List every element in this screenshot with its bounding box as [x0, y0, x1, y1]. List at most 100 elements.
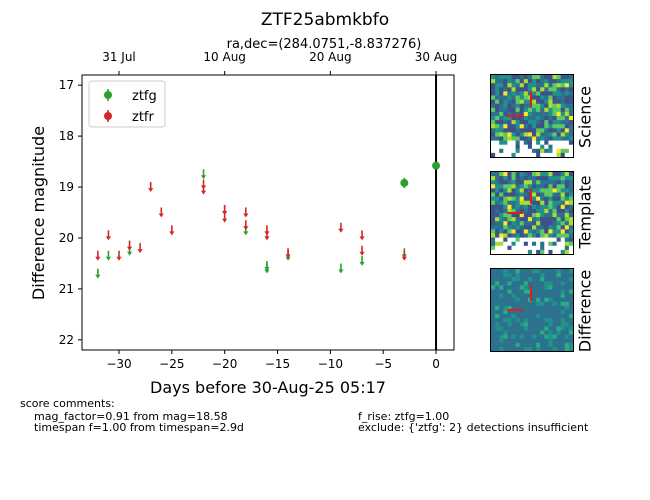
top-tick-label: 31 Jul: [102, 50, 136, 64]
stamp-pixel: [511, 136, 517, 142]
stamp-pixel: [507, 213, 512, 218]
stamp-pixel: [523, 237, 529, 243]
stamp-pixel: [515, 87, 521, 92]
legend-marker: [104, 91, 112, 99]
stamp-pixel: [495, 346, 500, 351]
stamp-pixel: [564, 285, 570, 290]
stamp-pixel: [495, 281, 500, 286]
stamp-pixel: [548, 128, 553, 133]
stamp-pixel: [544, 87, 549, 92]
stamp-pixel: [499, 128, 504, 133]
stamp-pixel: [544, 330, 549, 336]
stamp-pixel: [532, 116, 537, 121]
stamp-pixel: [499, 285, 504, 290]
stamp-pixel: [523, 132, 529, 137]
stamp-pixel: [503, 213, 508, 218]
stamp-pixel: [552, 301, 558, 307]
stamp-pixel: [523, 196, 529, 202]
stamp-pixel: [548, 229, 553, 234]
stamp-pixel: [564, 188, 570, 193]
stamp-pixel: [544, 249, 549, 254]
stamp-pixel: [503, 269, 508, 274]
stamp-pixel: [503, 103, 508, 109]
stamp-pixel: [560, 172, 566, 177]
stamp-pixel: [527, 322, 533, 327]
stamp-pixel: [552, 326, 558, 331]
stamp-pixel: [560, 128, 566, 133]
stamp-pixel: [519, 338, 525, 344]
stamp-pixel: [552, 172, 558, 177]
stamp-pixel: [564, 277, 570, 282]
stamp-pixel: [544, 180, 549, 185]
stamp-pixel: [536, 99, 541, 105]
stamp-pixel: [548, 120, 553, 125]
stamp-pixel: [560, 221, 566, 226]
stamp-pixel: [552, 342, 558, 348]
stamp-pixel: [519, 326, 525, 331]
stamp-pixel: [515, 293, 521, 299]
stamp-pixel: [564, 99, 570, 105]
stamp-pixel: [536, 273, 541, 278]
stamp-pixel: [552, 152, 558, 157]
stamp-pixel: [544, 213, 549, 218]
stamp-pixel: [532, 144, 537, 150]
stamp-pixel: [548, 326, 553, 331]
stamp-pixel: [499, 152, 504, 157]
stamp-pixel: [540, 293, 545, 299]
stamp-pixel: [560, 204, 566, 210]
stamp-pixel: [511, 297, 517, 303]
stamp-pixel: [560, 289, 566, 295]
stamp-pixel: [568, 326, 573, 331]
stamp-pixel: [544, 196, 549, 202]
stamp-pixel: [523, 217, 529, 222]
stamp-pixel: [548, 338, 553, 344]
stamp-pixel: [540, 188, 545, 193]
stamp-pixel: [507, 132, 512, 137]
stamp-pixel: [491, 208, 496, 214]
stamp-pixel: [503, 120, 508, 125]
stamp-pixel: [519, 192, 525, 198]
stamp-pixel: [491, 75, 496, 80]
upper-limit-point: [264, 263, 270, 274]
stamp-pixel: [495, 285, 500, 290]
stamp-pixel: [495, 330, 500, 336]
stamp-pixel: [491, 176, 496, 181]
stamp-pixel: [552, 249, 558, 254]
stamp-pixel: [523, 116, 529, 121]
stamp-pixel: [532, 196, 537, 202]
stamp-pixel: [548, 95, 553, 101]
upper-limit-point: [95, 250, 101, 261]
difference-label: Difference: [575, 269, 595, 353]
stamp-pixel: [511, 293, 517, 299]
stamp-pixel: [544, 338, 549, 344]
stamp-pixel: [568, 107, 573, 113]
stamp-pixel: [519, 213, 525, 218]
stamp-pixel: [568, 184, 573, 189]
stamp-pixel: [527, 318, 533, 323]
stamp-pixel: [495, 136, 500, 142]
stamp-pixel: [556, 136, 562, 142]
stamp-pixel: [568, 128, 573, 133]
stamp-pixel: [540, 277, 545, 282]
stamp-pixel: [495, 326, 500, 331]
stamp-pixel: [491, 132, 496, 137]
stamp-pixel: [544, 314, 549, 319]
stamp-pixel: [536, 75, 541, 80]
stamp-pixel: [536, 95, 541, 101]
difference-image: [491, 269, 573, 351]
stamp-pixel: [568, 322, 573, 327]
stamp-pixel: [556, 269, 562, 274]
stamp-pixel: [515, 289, 521, 295]
stamp-pixel: [544, 241, 549, 247]
stamp-pixel: [540, 196, 545, 202]
stamp-pixel: [532, 172, 537, 177]
stamp-pixel: [519, 83, 525, 88]
stamp-pixel: [499, 184, 504, 189]
stamp-pixel: [540, 310, 545, 315]
stamp-pixel: [540, 176, 545, 181]
stamp-pixel: [499, 225, 504, 230]
stamp-pixel: [503, 326, 508, 331]
stamp-pixel: [507, 342, 512, 348]
stamp-pixel: [568, 213, 573, 218]
stamp-pixel: [503, 124, 508, 129]
